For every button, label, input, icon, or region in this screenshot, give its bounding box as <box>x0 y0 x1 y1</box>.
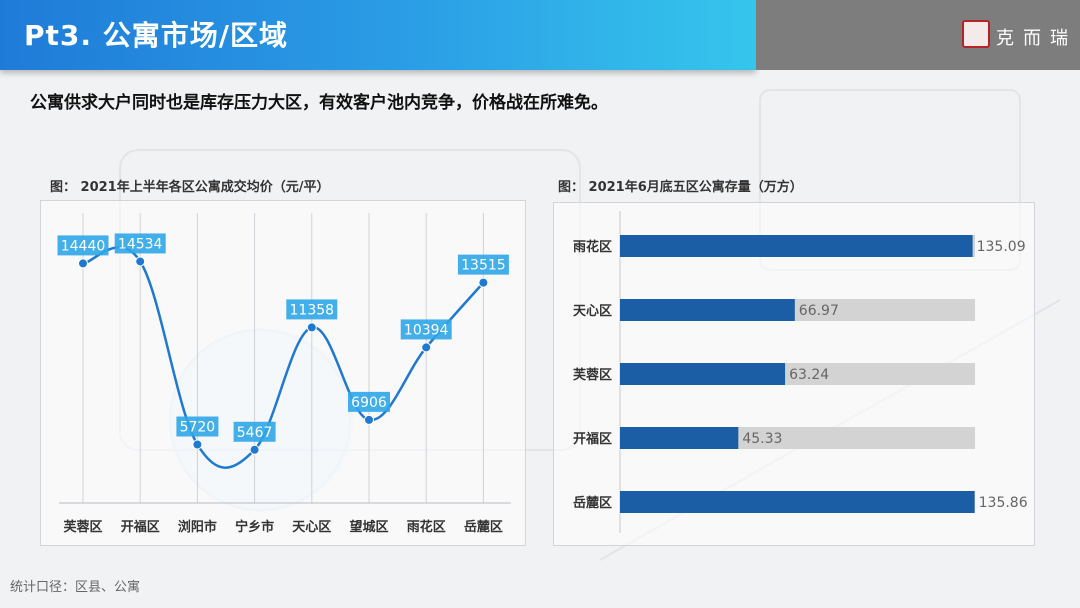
bar <box>620 235 973 257</box>
data-point <box>421 342 432 353</box>
y-tick-label: 开福区 <box>573 431 612 447</box>
data-label-box <box>457 254 509 275</box>
seal-icon <box>962 20 990 48</box>
x-tick-label: 芙蓉区 <box>63 519 102 535</box>
data-label: 14534 <box>118 236 163 252</box>
slide-subtitle: 公寓供求大户同时也是库存压力大区，有效客户池内竞争，价格战在所难免。 <box>30 93 608 113</box>
footer-note: 统计口径：区县、公寓 <box>10 580 141 595</box>
data-label-box <box>114 233 166 254</box>
header-bar: Pt3. 公寓市场/区域 克而瑞 <box>0 0 1080 70</box>
data-label: 6906 <box>351 395 387 411</box>
header-brand-area <box>756 0 1080 70</box>
data-label-box <box>348 391 390 412</box>
bar-value-label: 135.09 <box>977 239 1026 255</box>
x-tick-label: 雨花区 <box>407 519 446 535</box>
x-tick-label: 宁乡市 <box>235 519 274 535</box>
line-chart-panel: 14440 芙蓉区 14534 开福区 5720 浏阳市 5467 宁乡市 11358 天心区 69… <box>40 200 526 546</box>
data-label: 14440 <box>61 238 106 254</box>
bar-value-label: 63.24 <box>789 367 829 383</box>
data-label: 10394 <box>404 322 449 338</box>
data-label: 13515 <box>461 258 506 274</box>
data-point <box>478 277 489 288</box>
data-point <box>306 322 317 333</box>
data-point <box>192 439 203 450</box>
data-label-box <box>57 235 109 256</box>
series-line <box>82 246 485 469</box>
x-tick-label: 天心区 <box>292 520 331 535</box>
bar-value-label: 45.33 <box>742 431 782 447</box>
data-label: 5720 <box>180 420 216 436</box>
bar <box>620 491 975 513</box>
bar <box>620 427 739 449</box>
data-label-box <box>176 416 219 437</box>
bar-chart: 135.09 雨花区 66.97 天心区 63.24 芙蓉区 45.33 开福区 135.86 岳… <box>573 211 1028 533</box>
data-label-box <box>286 299 338 320</box>
data-label-box <box>233 421 276 442</box>
data-point <box>135 256 146 267</box>
y-tick-label: 芙蓉区 <box>573 367 612 383</box>
data-label-box <box>400 319 452 340</box>
y-tick-label: 天心区 <box>573 304 612 319</box>
data-label: 11358 <box>290 302 335 318</box>
bar <box>620 363 786 385</box>
data-point <box>249 444 260 455</box>
x-tick-label: 岳麓区 <box>464 519 503 535</box>
x-tick-label: 开福区 <box>121 519 160 535</box>
y-tick-label: 岳麓区 <box>573 495 612 511</box>
x-tick-label: 浏阳市 <box>178 519 217 535</box>
header-accent <box>0 0 756 70</box>
page-title: Pt3. 公寓市场/区域 <box>24 19 289 52</box>
data-label: 5467 <box>237 425 273 441</box>
bar-chart-title: 图： 2021年6月底五区公寓存量（万方） <box>558 180 803 195</box>
x-tick-label: 望城区 <box>349 519 388 535</box>
brand-name: 克而瑞 <box>996 28 1077 49</box>
bar-chart-panel: 135.09 雨花区 66.97 天心区 63.24 芙蓉区 45.33 开福区 135.86 岳… <box>553 202 1035 546</box>
y-tick-label: 雨花区 <box>573 239 612 255</box>
data-point <box>78 258 88 269</box>
bar-value-label: 66.97 <box>799 303 839 319</box>
bar-value-label: 135.86 <box>979 495 1028 511</box>
data-point <box>364 414 374 425</box>
bar <box>620 299 795 321</box>
line-chart-title: 图： 2021年上半年各区公寓成交均价（元/平） <box>50 180 330 195</box>
line-chart: 14440 芙蓉区 14534 开福区 5720 浏阳市 5467 宁乡市 11358 天心区 69… <box>57 213 511 535</box>
